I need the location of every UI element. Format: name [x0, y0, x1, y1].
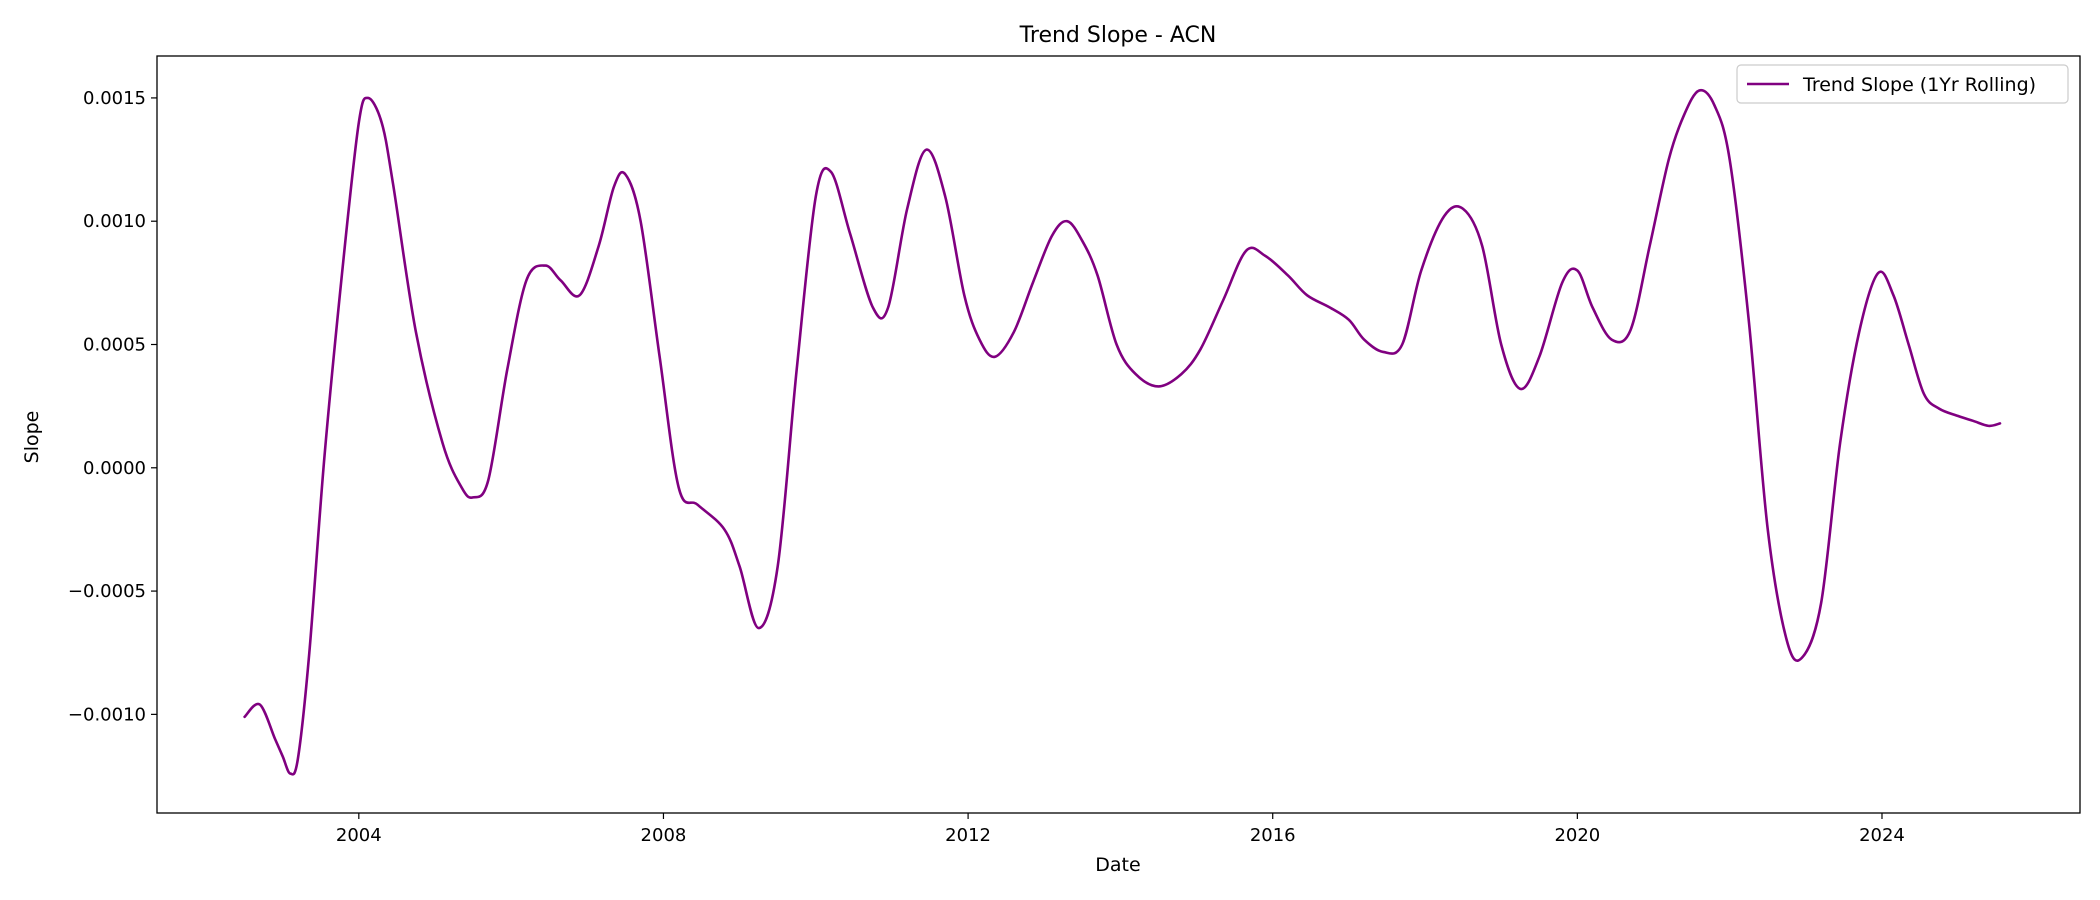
y-tick-label: 0.0010 [83, 211, 146, 232]
legend: Trend Slope (1Yr Rolling) [1736, 64, 2069, 104]
x-tick-label: 2024 [1859, 825, 1905, 846]
plot-frame [156, 55, 2081, 814]
x-tick-label: 2020 [1554, 825, 1600, 846]
legend-label-trend-slope: Trend Slope (1Yr Rolling) [1802, 74, 2036, 96]
chart-title: Trend Slope - ACN [1019, 23, 1217, 48]
x-tick-label: 2016 [1250, 825, 1296, 846]
x-tick-label: 2008 [641, 825, 687, 846]
y-tick-label: 0.0015 [83, 88, 146, 109]
y-axis: −0.0010 −0.0005 0.0000 0.0005 0.0010 0.0015 [68, 88, 157, 725]
x-tick-label: 2004 [336, 825, 382, 846]
y-tick-label: 0.0000 [83, 458, 146, 479]
x-axis-title: Date [1095, 854, 1140, 876]
series-line-trend-slope [243, 88, 2002, 776]
y-tick-label: −0.0010 [68, 704, 146, 725]
x-tick-label: 2012 [945, 825, 991, 846]
x-axis: 2004 2008 2012 2016 2020 2024 [336, 813, 1905, 846]
y-axis-title: Slope [21, 411, 43, 464]
y-tick-label: 0.0005 [83, 334, 146, 355]
legend-box [1736, 64, 2069, 104]
y-tick-label: −0.0005 [68, 581, 146, 602]
